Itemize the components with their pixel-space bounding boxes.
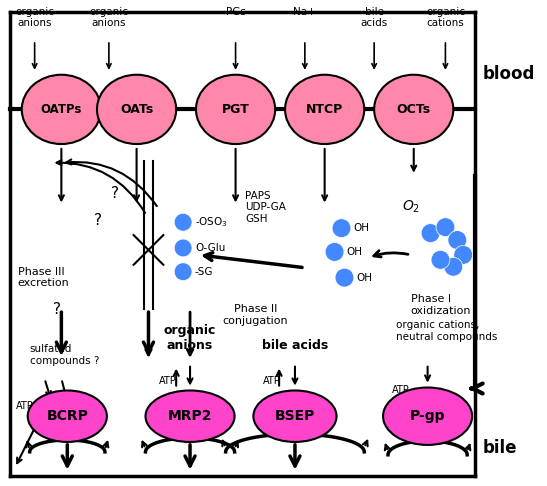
Text: OH: OH	[356, 273, 373, 283]
Text: OCTs: OCTs	[397, 103, 431, 116]
Circle shape	[325, 243, 344, 261]
Text: bile acids: bile acids	[262, 339, 328, 352]
Text: organic cations,
neutral compounds: organic cations, neutral compounds	[396, 320, 497, 342]
Ellipse shape	[22, 75, 101, 144]
Text: PGs: PGs	[225, 7, 246, 17]
Text: $O_2$: $O_2$	[401, 198, 420, 215]
Ellipse shape	[146, 390, 235, 442]
Text: ?: ?	[94, 213, 102, 228]
Text: BCRP: BCRP	[46, 409, 88, 423]
Ellipse shape	[374, 75, 453, 144]
Text: Phase I
oxidization: Phase I oxidization	[411, 295, 472, 316]
Ellipse shape	[196, 75, 275, 144]
Circle shape	[174, 213, 192, 231]
Circle shape	[332, 219, 351, 238]
Text: ?: ?	[54, 302, 61, 317]
Text: organic
anions: organic anions	[89, 7, 129, 28]
Text: -SG: -SG	[195, 267, 213, 277]
Circle shape	[454, 245, 473, 264]
Circle shape	[444, 258, 463, 276]
Circle shape	[448, 231, 467, 249]
Text: blood: blood	[483, 65, 536, 83]
Ellipse shape	[28, 390, 107, 442]
Circle shape	[431, 250, 450, 269]
Ellipse shape	[383, 387, 472, 445]
Text: BSEP: BSEP	[275, 409, 315, 423]
Text: OATs: OATs	[120, 103, 153, 116]
Text: Na+: Na+	[294, 7, 316, 17]
Text: bile
acids: bile acids	[360, 7, 388, 28]
Text: ATP: ATP	[392, 385, 410, 396]
Text: -OSO$_3$: -OSO$_3$	[195, 215, 228, 229]
Text: ATP: ATP	[263, 376, 281, 385]
Circle shape	[335, 268, 354, 287]
Text: PGT: PGT	[222, 103, 249, 116]
Text: OH: OH	[346, 247, 363, 257]
Text: ?: ?	[111, 187, 119, 202]
Circle shape	[174, 263, 192, 280]
Ellipse shape	[97, 75, 176, 144]
Text: MRP2: MRP2	[168, 409, 212, 423]
Text: PAPS
UDP-GA
GSH: PAPS UDP-GA GSH	[246, 191, 286, 224]
Text: OH: OH	[353, 223, 369, 233]
Text: Phase II
conjugation: Phase II conjugation	[223, 304, 288, 326]
Text: organic
anions: organic anions	[164, 324, 216, 352]
Text: organic
anions: organic anions	[15, 7, 54, 28]
Text: NTCP: NTCP	[306, 103, 344, 116]
Ellipse shape	[253, 390, 336, 442]
Circle shape	[421, 224, 440, 243]
Text: O-Glu: O-Glu	[195, 243, 225, 253]
Text: P-gp: P-gp	[410, 409, 445, 423]
Ellipse shape	[285, 75, 364, 144]
Circle shape	[174, 239, 192, 257]
Text: sulfated
compounds ?: sulfated compounds ?	[30, 344, 99, 365]
Circle shape	[436, 218, 455, 237]
Text: ATP: ATP	[159, 376, 177, 385]
Text: ATP: ATP	[16, 401, 33, 411]
Text: organic
cations: organic cations	[426, 7, 465, 28]
Text: bile: bile	[483, 439, 517, 457]
Text: Phase III
excretion: Phase III excretion	[18, 267, 69, 289]
Text: OATPs: OATPs	[40, 103, 82, 116]
